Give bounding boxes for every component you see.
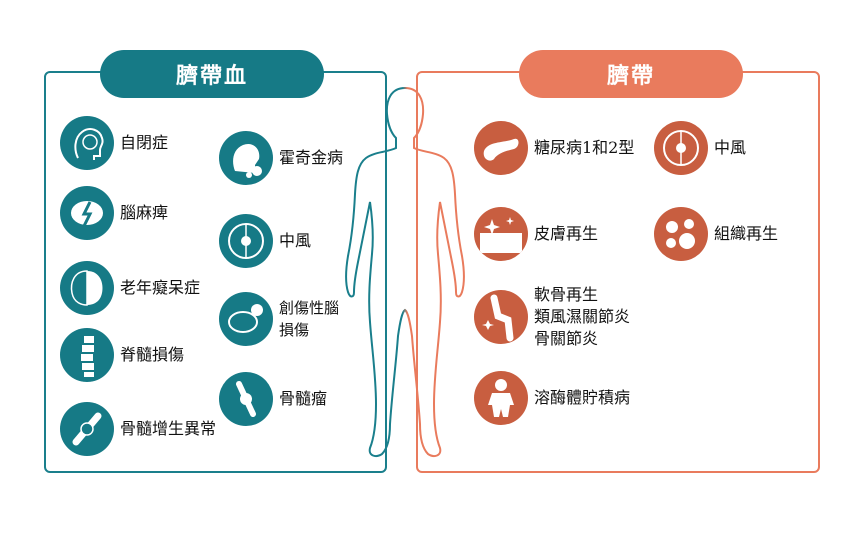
list-item: 軟骨再生 類風濕關節炎 骨關節炎 bbox=[474, 284, 630, 350]
list-item: 霍奇金病 bbox=[219, 131, 343, 185]
item-label: 骨髓增生異常 bbox=[120, 419, 217, 438]
item-label-line2: 損傷 bbox=[279, 321, 310, 339]
list-item: 中風 bbox=[654, 121, 746, 175]
pancreas-icon bbox=[474, 121, 528, 175]
head-lymph-icon bbox=[219, 131, 273, 185]
cord-blood-header: 臍帶血 bbox=[100, 50, 324, 98]
brain-lightning-icon bbox=[60, 186, 114, 240]
brain-stroke-icon bbox=[654, 121, 708, 175]
item-label: 中風 bbox=[279, 231, 312, 250]
umbilical-cord-header: 臍帶 bbox=[519, 50, 743, 98]
bone-tumor-icon bbox=[219, 372, 273, 426]
item-label: 腦麻痺 bbox=[120, 203, 169, 222]
brain-stroke-icon bbox=[219, 214, 273, 268]
item-label: 組織再生 bbox=[714, 224, 779, 243]
list-item: 老年癡呆症 bbox=[60, 261, 200, 315]
list-item: 創傷性腦 損傷 bbox=[219, 292, 339, 346]
bone-marrow-icon bbox=[60, 402, 114, 456]
spine-icon bbox=[60, 328, 114, 382]
item-label: 創傷性腦 bbox=[279, 299, 340, 317]
item-label: 溶酶體貯積病 bbox=[534, 388, 631, 407]
list-item: 腦麻痺 bbox=[60, 186, 168, 240]
item-label-line2: 類風濕關節炎 bbox=[534, 307, 631, 326]
item-label-line3: 骨關節炎 bbox=[534, 329, 599, 348]
list-item: 脊髓損傷 bbox=[60, 328, 184, 382]
head-brain-icon bbox=[60, 116, 114, 170]
item-label: 皮膚再生 bbox=[534, 224, 599, 243]
item-label: 軟骨再生 bbox=[534, 285, 599, 304]
item-label: 中風 bbox=[714, 138, 747, 157]
list-item: 骨髓瘤 bbox=[219, 372, 327, 426]
list-item: 中風 bbox=[219, 214, 311, 268]
item-label-group: 創傷性腦 損傷 bbox=[279, 297, 339, 341]
brain-half-icon bbox=[60, 261, 114, 315]
list-item: 骨髓增生異常 bbox=[60, 402, 216, 456]
skin-icon bbox=[474, 207, 528, 261]
item-label: 老年癡呆症 bbox=[120, 278, 201, 297]
list-item: 皮膚再生 bbox=[474, 207, 598, 261]
brain-injury-icon bbox=[219, 292, 273, 346]
list-item: 組織再生 bbox=[654, 207, 778, 261]
cells-icon bbox=[654, 207, 708, 261]
list-item: 自閉症 bbox=[60, 116, 168, 170]
list-item: 糖尿病1和2型 bbox=[474, 121, 634, 175]
knee-joint-icon bbox=[474, 290, 528, 344]
item-label: 自閉症 bbox=[120, 133, 169, 152]
human-body-outline bbox=[345, 86, 465, 457]
item-label: 霍奇金病 bbox=[279, 148, 344, 167]
child-body-icon bbox=[474, 371, 528, 425]
item-label: 脊髓損傷 bbox=[120, 345, 185, 364]
item-label-group: 軟骨再生 類風濕關節炎 骨關節炎 bbox=[534, 284, 630, 350]
list-item: 溶酶體貯積病 bbox=[474, 371, 630, 425]
item-label: 糖尿病1和2型 bbox=[534, 138, 635, 157]
item-label: 骨髓瘤 bbox=[279, 389, 328, 408]
